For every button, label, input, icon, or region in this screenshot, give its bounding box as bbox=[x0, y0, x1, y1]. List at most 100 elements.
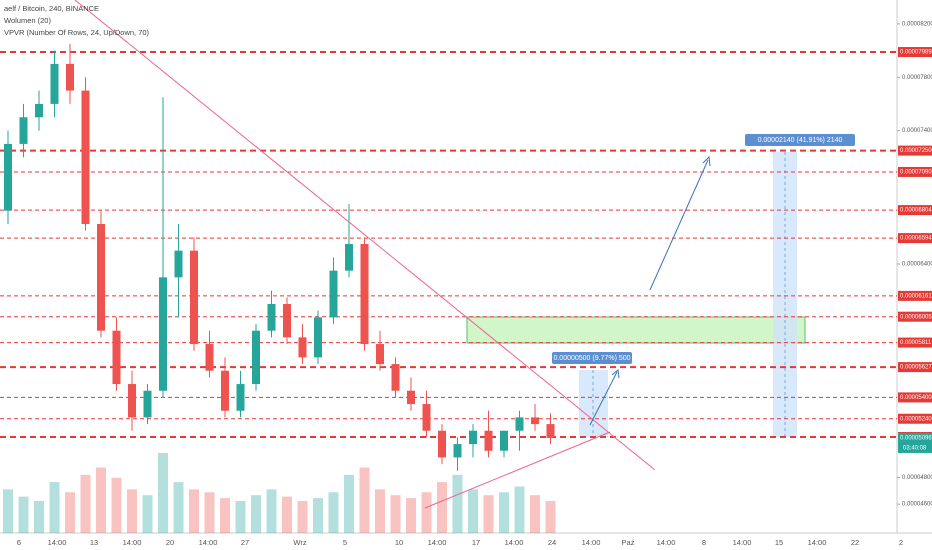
levels bbox=[0, 51, 897, 439]
volume-bar bbox=[251, 495, 261, 533]
y-tick-label: 0.00008200 bbox=[902, 21, 932, 27]
candle-body bbox=[422, 404, 431, 431]
last-price-box bbox=[898, 432, 932, 453]
candle-body bbox=[97, 223, 105, 331]
arrow-head bbox=[702, 155, 711, 167]
x-tick-label: 24 bbox=[548, 538, 556, 547]
level-label: 0.00007989 bbox=[900, 50, 932, 56]
x-tick-label: 22 bbox=[851, 538, 859, 547]
candle-body bbox=[407, 390, 415, 405]
last-price-label: 0.00005096 bbox=[900, 436, 932, 442]
candle-body bbox=[484, 430, 493, 451]
volume-bar bbox=[111, 477, 122, 533]
trendline bbox=[424, 431, 611, 509]
x-tick-label: 14:00 bbox=[505, 538, 524, 547]
volume-bar bbox=[375, 489, 385, 533]
level-label-box bbox=[898, 233, 932, 244]
x-tick-label: 14:00 bbox=[733, 538, 752, 547]
candle-body bbox=[143, 390, 152, 418]
volume-bar bbox=[297, 501, 308, 533]
arrow bbox=[649, 159, 709, 291]
x-tick-label: 2 bbox=[899, 538, 903, 547]
indicator-label: VPVR (Number Of Rows, 24, Up/Down, 70) bbox=[4, 28, 150, 37]
candle-body bbox=[267, 304, 276, 331]
volume-bar bbox=[313, 498, 323, 533]
chart-title: aelf / Bitcoin, 240, BINANCE bbox=[4, 4, 99, 13]
candle-body bbox=[190, 250, 198, 345]
countdown: 03:40:08 bbox=[903, 446, 927, 452]
candle-body bbox=[298, 337, 307, 358]
target-zone bbox=[466, 316, 806, 344]
candle-body bbox=[453, 444, 462, 458]
volume-bar bbox=[328, 492, 339, 533]
level-label: 0.00006804 bbox=[900, 208, 932, 214]
x-tick-label: 13 bbox=[90, 538, 98, 547]
candle-body bbox=[35, 103, 43, 118]
level-label: 0.00006594 bbox=[900, 236, 932, 242]
level-label-box bbox=[898, 337, 932, 348]
volume-bar bbox=[49, 482, 60, 533]
volume bbox=[3, 453, 556, 533]
candle-body bbox=[159, 277, 167, 391]
volume-bar bbox=[266, 489, 277, 533]
level-label-box bbox=[898, 205, 932, 216]
x-tick-label: 6 bbox=[17, 538, 21, 547]
x-tick-label: 14:00 bbox=[48, 538, 67, 547]
candle-body bbox=[314, 317, 322, 358]
y-tick-label: 0.00004600 bbox=[902, 502, 932, 508]
candle-body bbox=[438, 430, 446, 458]
x-tick-label: 14:00 bbox=[123, 538, 142, 547]
volume-bar bbox=[421, 492, 432, 533]
candle-body bbox=[174, 250, 183, 278]
level-label: 0.00005627 bbox=[900, 365, 932, 371]
volume-bar bbox=[390, 495, 401, 533]
candle-body bbox=[66, 63, 74, 91]
level-label: 0.00005400 bbox=[900, 395, 932, 401]
measure-box bbox=[773, 152, 797, 437]
volume-bar bbox=[545, 501, 556, 533]
arrow bbox=[589, 371, 618, 426]
volume-bar bbox=[468, 489, 478, 533]
candle-body bbox=[19, 117, 28, 144]
candle-body bbox=[128, 384, 136, 418]
candle-body bbox=[360, 243, 369, 345]
level-label-box bbox=[898, 413, 932, 424]
drawings-back bbox=[466, 152, 806, 437]
x-tick-label: Wrz bbox=[293, 538, 306, 547]
candle-body bbox=[112, 330, 121, 385]
level-label-box bbox=[898, 290, 932, 301]
candle-body bbox=[515, 417, 524, 431]
volume-bar bbox=[142, 495, 153, 533]
level-label-box bbox=[898, 47, 932, 58]
candle-body bbox=[329, 270, 338, 318]
y-tick-label: 0.00007800 bbox=[902, 75, 932, 81]
level-label-box bbox=[898, 166, 932, 177]
x-tick-label: 14:00 bbox=[199, 538, 218, 547]
candle-body bbox=[500, 430, 508, 451]
measure-label-box bbox=[552, 352, 632, 364]
volume-bar bbox=[204, 492, 215, 533]
volume-bar bbox=[173, 482, 184, 533]
candle-body bbox=[221, 370, 229, 411]
candle-body bbox=[252, 330, 260, 385]
volume-bar bbox=[158, 453, 168, 533]
candle-body bbox=[236, 384, 245, 411]
volume-bar bbox=[34, 501, 44, 533]
volume-bar bbox=[359, 467, 370, 533]
volume-bar bbox=[80, 474, 91, 533]
y-tick-label: 0.00007400 bbox=[902, 128, 932, 134]
x-tick-label: Paź bbox=[622, 538, 635, 547]
candle-body bbox=[205, 344, 214, 371]
drawings-front: 0.00002140 (41.91%) 2140 0.00000500 (9.7… bbox=[74, 0, 855, 509]
arrow-head bbox=[611, 369, 620, 379]
level-label: 0.00005811 bbox=[900, 340, 932, 346]
candle-body bbox=[50, 63, 59, 104]
candle-body bbox=[546, 424, 555, 438]
x-tick-label: 27 bbox=[241, 538, 249, 547]
y-tick-label: 0.00004800 bbox=[902, 475, 932, 481]
volume-bar bbox=[344, 474, 354, 533]
volume-bar bbox=[483, 495, 494, 533]
candle-body bbox=[391, 364, 400, 391]
x-tick-label: 14:00 bbox=[808, 538, 827, 547]
candle-body bbox=[81, 90, 90, 224]
